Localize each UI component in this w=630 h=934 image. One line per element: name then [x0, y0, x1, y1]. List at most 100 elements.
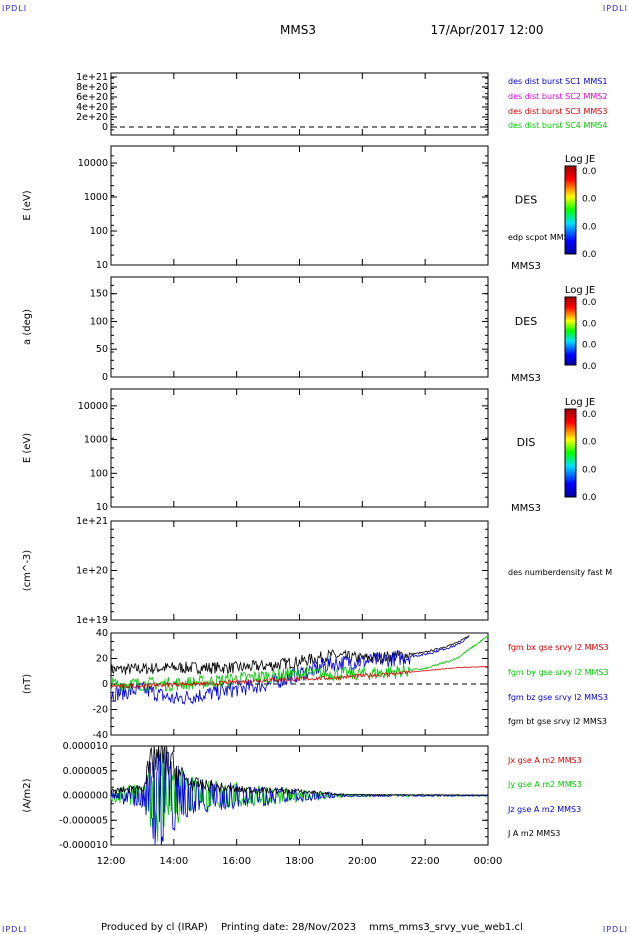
colorbar-tick-label: 0.0	[582, 410, 597, 420]
series-line	[110, 635, 489, 693]
y-tick-label: 0.000000	[63, 791, 108, 802]
legend-label: fgm by gse srvy l2 MMS3	[508, 668, 609, 677]
y-tick-label: 4e+20	[76, 102, 108, 113]
colorbar	[564, 165, 577, 255]
colorbar-tick-label: 0.0	[582, 167, 597, 177]
y-tick-label: 50	[96, 344, 108, 355]
x-tick-label: 22:00	[411, 856, 440, 867]
y-tick-label: 1e+21	[76, 516, 108, 527]
legend-label: des dist burst SC3 MMS3	[508, 107, 607, 116]
y-tick-label: 0.000010	[63, 741, 108, 752]
dataset-label: DES	[515, 315, 537, 328]
legend-label: Jx gse A m2 MMS3	[507, 756, 582, 765]
legend-label: des dist burst SC2 MMS2	[508, 92, 607, 101]
panel-frame	[110, 520, 489, 621]
x-tick-label: 18:00	[285, 856, 314, 867]
colorbar-tick-label: 0.0	[582, 438, 597, 448]
panel-frame	[110, 145, 489, 266]
dataset-label: DIS	[517, 436, 536, 449]
y-tick-label: 100	[90, 316, 108, 327]
series-line	[110, 635, 470, 676]
y-tick-label: -0.000010	[59, 840, 108, 851]
y-tick-label: 10000	[78, 158, 108, 169]
colorbar-title: Log JE	[565, 154, 595, 165]
y-tick-label: 10000	[78, 401, 108, 412]
legend-label: Jz gse A m2 MMS3	[507, 805, 581, 814]
legend-label: fgm bt gse srvy l2 MMS3	[508, 717, 607, 726]
corner-label-top-right: IPDLI	[602, 4, 628, 13]
series-line	[110, 665, 489, 690]
corner-label-bottom-right: IPDLI	[602, 925, 628, 934]
panel-frame	[110, 276, 489, 378]
series-line	[110, 745, 489, 796]
colorbar-tick-label: 0.0	[582, 195, 597, 205]
spacecraft-title: MMS3	[280, 23, 316, 37]
spacecraft-label: MMS3	[511, 261, 541, 272]
series-line	[110, 745, 489, 846]
colorbar-title: Log JE	[565, 285, 595, 296]
legend-label: des dist burst SC1 MMS1	[508, 77, 607, 86]
legend-label: fgm bx gse srvy l2 MMS3	[508, 643, 609, 652]
y-tick-label: -40	[92, 730, 108, 741]
y-tick-label: 1000	[84, 192, 108, 203]
scpot-label: edp scpot MMS3	[508, 233, 574, 242]
colorbar-tick-label: 0.0	[582, 222, 597, 232]
y-tick-label: 1000	[84, 435, 108, 446]
legend-label: Jy gse A m2 MMS3	[507, 780, 582, 789]
y-tick-label: -20	[92, 705, 108, 716]
x-tick-label: 20:00	[348, 856, 377, 867]
y-tick-label: 40	[96, 628, 108, 639]
y-tick-label: 150	[90, 289, 108, 300]
spacecraft-label: MMS3	[511, 373, 541, 384]
y-tick-label: 100	[90, 468, 108, 479]
y-tick-label: -0.000005	[59, 815, 108, 826]
y-tick-label: 0	[102, 679, 108, 690]
y-axis-label: (A/m2)	[22, 778, 33, 812]
panel-frame	[110, 72, 489, 136]
colorbar-tick-label: 0.0	[582, 319, 597, 329]
x-tick-label: 16:00	[222, 856, 251, 867]
colorbar-tick-label: 0.0	[582, 493, 597, 503]
y-tick-label: 0.000005	[63, 766, 108, 777]
y-tick-label: 1e+19	[76, 615, 108, 626]
corner-label-bottom-left: IPDLI	[2, 925, 28, 934]
colorbar	[564, 408, 577, 498]
y-axis-label: E (eV)	[22, 433, 33, 463]
legend-label: des dist burst SC4 MMS4	[508, 121, 607, 130]
y-tick-label: 10	[96, 502, 108, 513]
colorbar-title: Log JE	[565, 397, 595, 408]
footer-printing-date: Printing date: 28/Nov/2023	[221, 922, 356, 933]
x-tick-label: 12:00	[97, 856, 126, 867]
y-tick-label: 100	[90, 226, 108, 237]
y-axis-label: E (eV)	[22, 190, 33, 220]
y-tick-label: 20	[96, 654, 108, 665]
y-tick-label: 1e+20	[76, 566, 108, 577]
colorbar-tick-label: 0.0	[582, 465, 597, 475]
legend-label: J A m2 MMS3	[507, 829, 560, 838]
y-axis-label: (cm^-3)	[22, 550, 33, 591]
colorbar	[564, 296, 577, 366]
colorbar-tick-label: 0.0	[582, 298, 597, 308]
spacecraft-label: MMS3	[511, 503, 541, 514]
dataset-label: DES	[515, 194, 537, 207]
legend-label: fgm bz gse srvy l2 MMS3	[508, 693, 608, 702]
colorbar-tick-label: 0.0	[582, 250, 597, 260]
y-tick-label: 6e+20	[76, 92, 108, 103]
x-tick-label: 00:00	[474, 856, 503, 867]
footer-produced: Produced by cl (IRAP)	[101, 922, 208, 933]
colorbar-tick-label: 0.0	[582, 341, 597, 351]
y-tick-label: 0	[102, 372, 108, 383]
x-tick-label: 14:00	[159, 856, 188, 867]
datetime-title: 17/Apr/2017 12:00	[430, 23, 543, 37]
legend-label: des numberdensity fast M	[508, 568, 612, 577]
corner-label-top-left: IPDLI	[2, 4, 28, 13]
y-tick-label: 8e+20	[76, 82, 108, 93]
y-axis-label: a (deg)	[22, 309, 33, 345]
y-axis-label: (nT)	[22, 674, 33, 694]
y-tick-label: 1e+21	[76, 72, 108, 83]
colorbar-tick-label: 0.0	[582, 362, 597, 372]
y-tick-label: 0	[102, 122, 108, 133]
y-tick-label: 2e+20	[76, 112, 108, 123]
